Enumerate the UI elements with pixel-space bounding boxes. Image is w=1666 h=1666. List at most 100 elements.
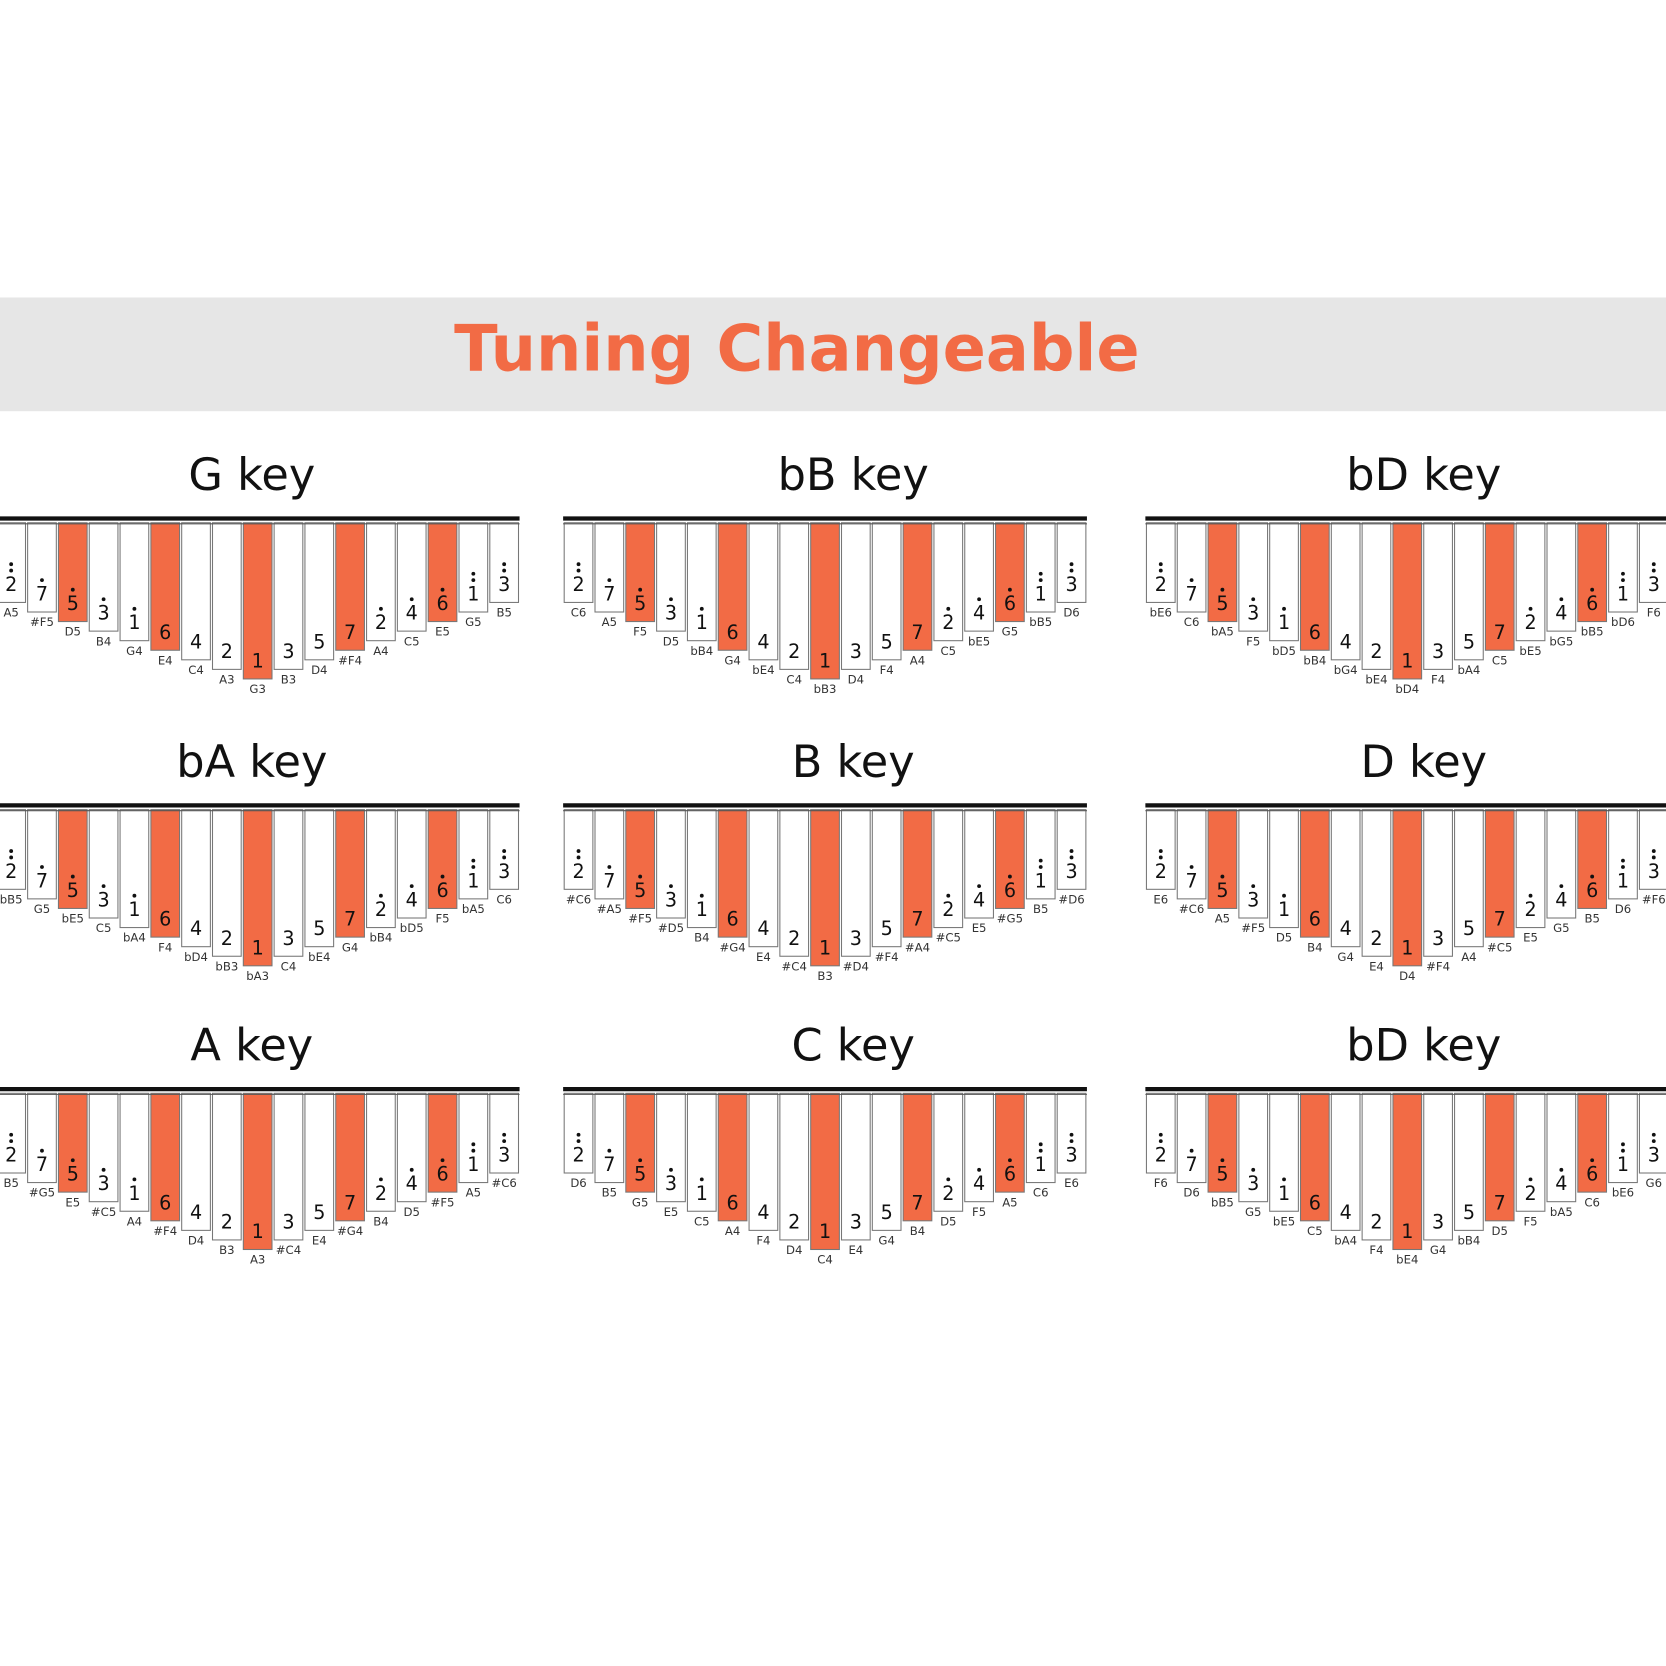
octave-dot bbox=[1528, 606, 1533, 611]
octave-dot bbox=[1007, 874, 1012, 879]
octave-dot bbox=[607, 1148, 612, 1153]
note-label: bG4 bbox=[1334, 663, 1358, 677]
tine bbox=[748, 809, 779, 948]
note-label: bE5 bbox=[1519, 644, 1541, 658]
octave-dot bbox=[1282, 1177, 1286, 1182]
tine bbox=[1361, 1092, 1392, 1241]
tine-number: 1 bbox=[128, 611, 140, 634]
note-label: #C5 bbox=[91, 1205, 116, 1219]
tine bbox=[1056, 1092, 1087, 1174]
octave-dot bbox=[132, 1177, 137, 1182]
tine-number: 6 bbox=[436, 592, 448, 615]
octave-dot bbox=[1251, 884, 1256, 889]
octave-dot bbox=[1069, 849, 1074, 853]
note-label: bD4 bbox=[184, 950, 208, 964]
title-banner bbox=[0, 297, 1666, 412]
tine-number: 1 bbox=[1401, 936, 1413, 959]
octave-dot bbox=[1651, 855, 1656, 860]
tine-number: 2 bbox=[5, 1144, 17, 1167]
octave-dot bbox=[1559, 1167, 1564, 1172]
note-label: G4 bbox=[724, 653, 740, 667]
key-title: G key bbox=[188, 449, 315, 501]
tine bbox=[1515, 522, 1546, 642]
note-label: C6 bbox=[1584, 1195, 1600, 1209]
tine bbox=[1546, 522, 1577, 632]
note-label: bE6 bbox=[1612, 1186, 1634, 1200]
tine bbox=[458, 809, 489, 900]
tine bbox=[211, 522, 242, 670]
tine bbox=[1484, 522, 1515, 651]
tine bbox=[656, 522, 686, 632]
octave-dot bbox=[1038, 1142, 1043, 1147]
tine-number: 7 bbox=[603, 1153, 615, 1176]
note-label: D4 bbox=[1399, 969, 1415, 983]
tine-number: 5 bbox=[1216, 592, 1228, 615]
tine bbox=[686, 809, 717, 929]
note-label: F4 bbox=[1431, 673, 1445, 687]
tine bbox=[181, 522, 211, 661]
tine-number: 1 bbox=[252, 649, 264, 672]
tine-number: 4 bbox=[406, 889, 418, 912]
tine-number: 1 bbox=[467, 583, 479, 606]
note-label: #F4 bbox=[875, 950, 899, 964]
note-label: A4 bbox=[1461, 950, 1476, 964]
tine bbox=[810, 809, 840, 967]
octave-dot bbox=[638, 1158, 643, 1163]
key-title: bD key bbox=[1346, 1020, 1501, 1072]
note-label: #C4 bbox=[276, 1243, 301, 1257]
octave-dot bbox=[1038, 858, 1043, 863]
tine-number: 7 bbox=[603, 583, 615, 606]
octave-dot bbox=[40, 1148, 44, 1153]
tine-number: 5 bbox=[881, 630, 893, 653]
note-label: bD4 bbox=[1395, 682, 1419, 696]
tine-number: 3 bbox=[1648, 1144, 1660, 1167]
tine bbox=[273, 809, 304, 957]
octave-dot bbox=[70, 587, 75, 592]
octave-dot bbox=[471, 865, 476, 869]
note-label: F5 bbox=[1523, 1214, 1537, 1228]
tine bbox=[242, 522, 273, 680]
tine bbox=[995, 522, 1025, 623]
note-label: bB4 bbox=[1457, 1234, 1480, 1248]
note-label: D6 bbox=[1183, 1186, 1199, 1200]
tine bbox=[1238, 1092, 1269, 1203]
note-label: bE6 bbox=[1150, 606, 1172, 620]
note-label: E6 bbox=[1064, 1176, 1079, 1190]
note-label: #A4 bbox=[905, 940, 930, 954]
octave-dot bbox=[1038, 865, 1043, 869]
tine bbox=[211, 809, 242, 957]
key-title: bD key bbox=[1346, 449, 1501, 501]
note-label: B5 bbox=[3, 1176, 18, 1190]
tine bbox=[1454, 522, 1484, 661]
tine-number: 3 bbox=[850, 1210, 862, 1233]
key-title: C key bbox=[791, 1020, 914, 1072]
octave-dot bbox=[378, 1177, 383, 1182]
octave-dot bbox=[471, 571, 476, 576]
octave-dot bbox=[576, 1139, 581, 1144]
note-label: C4 bbox=[188, 663, 204, 677]
note-label: #C4 bbox=[782, 959, 807, 973]
octave-dot bbox=[1189, 1148, 1194, 1153]
note-label: #F5 bbox=[30, 615, 54, 629]
octave-dot bbox=[471, 858, 476, 863]
note-label: C5 bbox=[1307, 1224, 1323, 1238]
tine-number: 7 bbox=[1186, 869, 1198, 892]
tine bbox=[1392, 1092, 1423, 1251]
octave-dot bbox=[471, 578, 476, 583]
note-label: #C5 bbox=[936, 931, 961, 945]
tine-number: 2 bbox=[572, 860, 584, 883]
tine bbox=[1546, 809, 1577, 919]
note-label: E5 bbox=[65, 1195, 80, 1209]
tine-number: 1 bbox=[1617, 869, 1629, 892]
tine-number: 7 bbox=[36, 1153, 48, 1176]
tine-number: 1 bbox=[696, 898, 708, 921]
note-label: A3 bbox=[250, 1253, 265, 1267]
tine-number: 1 bbox=[128, 898, 140, 921]
tine-number: 2 bbox=[375, 1182, 387, 1205]
note-label: E4 bbox=[756, 950, 771, 964]
tine-number: 5 bbox=[1216, 879, 1228, 902]
note-label: C5 bbox=[96, 921, 112, 935]
tine-number: 2 bbox=[375, 611, 387, 634]
tine bbox=[995, 809, 1025, 909]
tine bbox=[1269, 522, 1299, 642]
